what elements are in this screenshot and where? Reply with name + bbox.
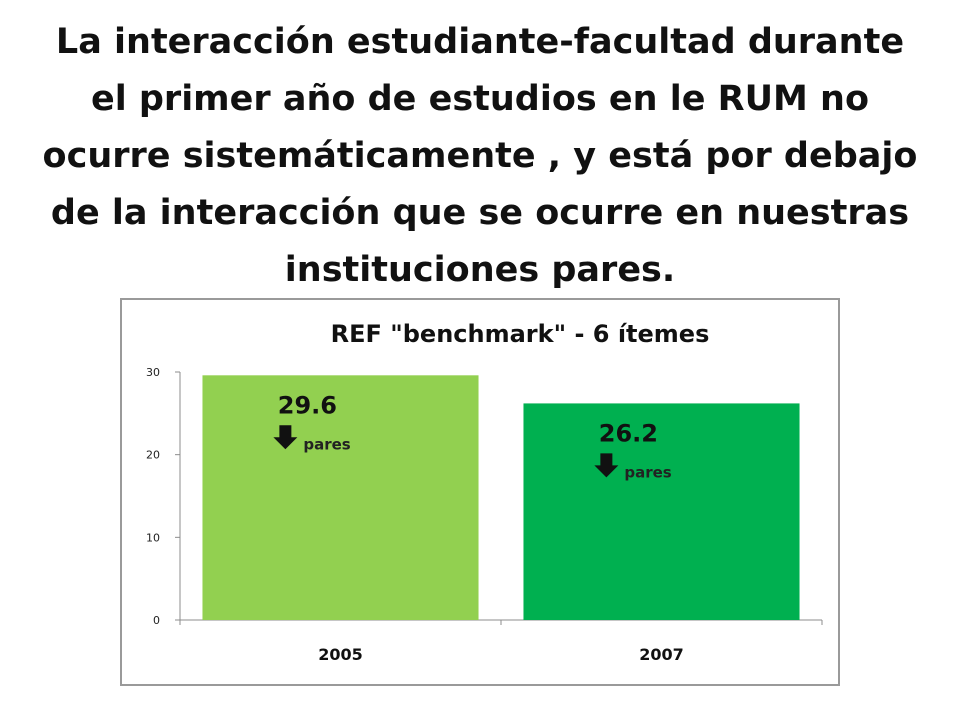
y-tick-label: 10	[146, 531, 160, 544]
y-tick-label: 20	[146, 449, 160, 462]
y-tick-label: 0	[153, 614, 160, 627]
arrow-down-icon	[594, 453, 619, 478]
bar-2005	[202, 375, 479, 620]
annotation-label: pares	[624, 463, 671, 481]
data-label-2005: 29.6	[278, 391, 337, 419]
x-tick-label-2007: 2007	[639, 645, 684, 664]
y-tick-label: 30	[146, 366, 160, 379]
chart-frame: REF "benchmark" - 6 ítemes 0 10 20 30 29.6 pa…	[120, 298, 840, 686]
x-tick-label-2005: 2005	[318, 645, 363, 664]
annotation-label: pares	[303, 435, 350, 453]
chart-title: REF "benchmark" - 6 ítemes	[331, 320, 710, 348]
data-label-2007: 26.2	[599, 419, 658, 447]
slide-title: La interacción estudiante-facultad duran…	[42, 22, 918, 290]
arrow-down-icon	[273, 425, 298, 450]
bar-2007	[523, 403, 800, 620]
bar-chart: REF "benchmark" - 6 ítemes 0 10 20 30 29.6 pa…	[146, 320, 823, 664]
